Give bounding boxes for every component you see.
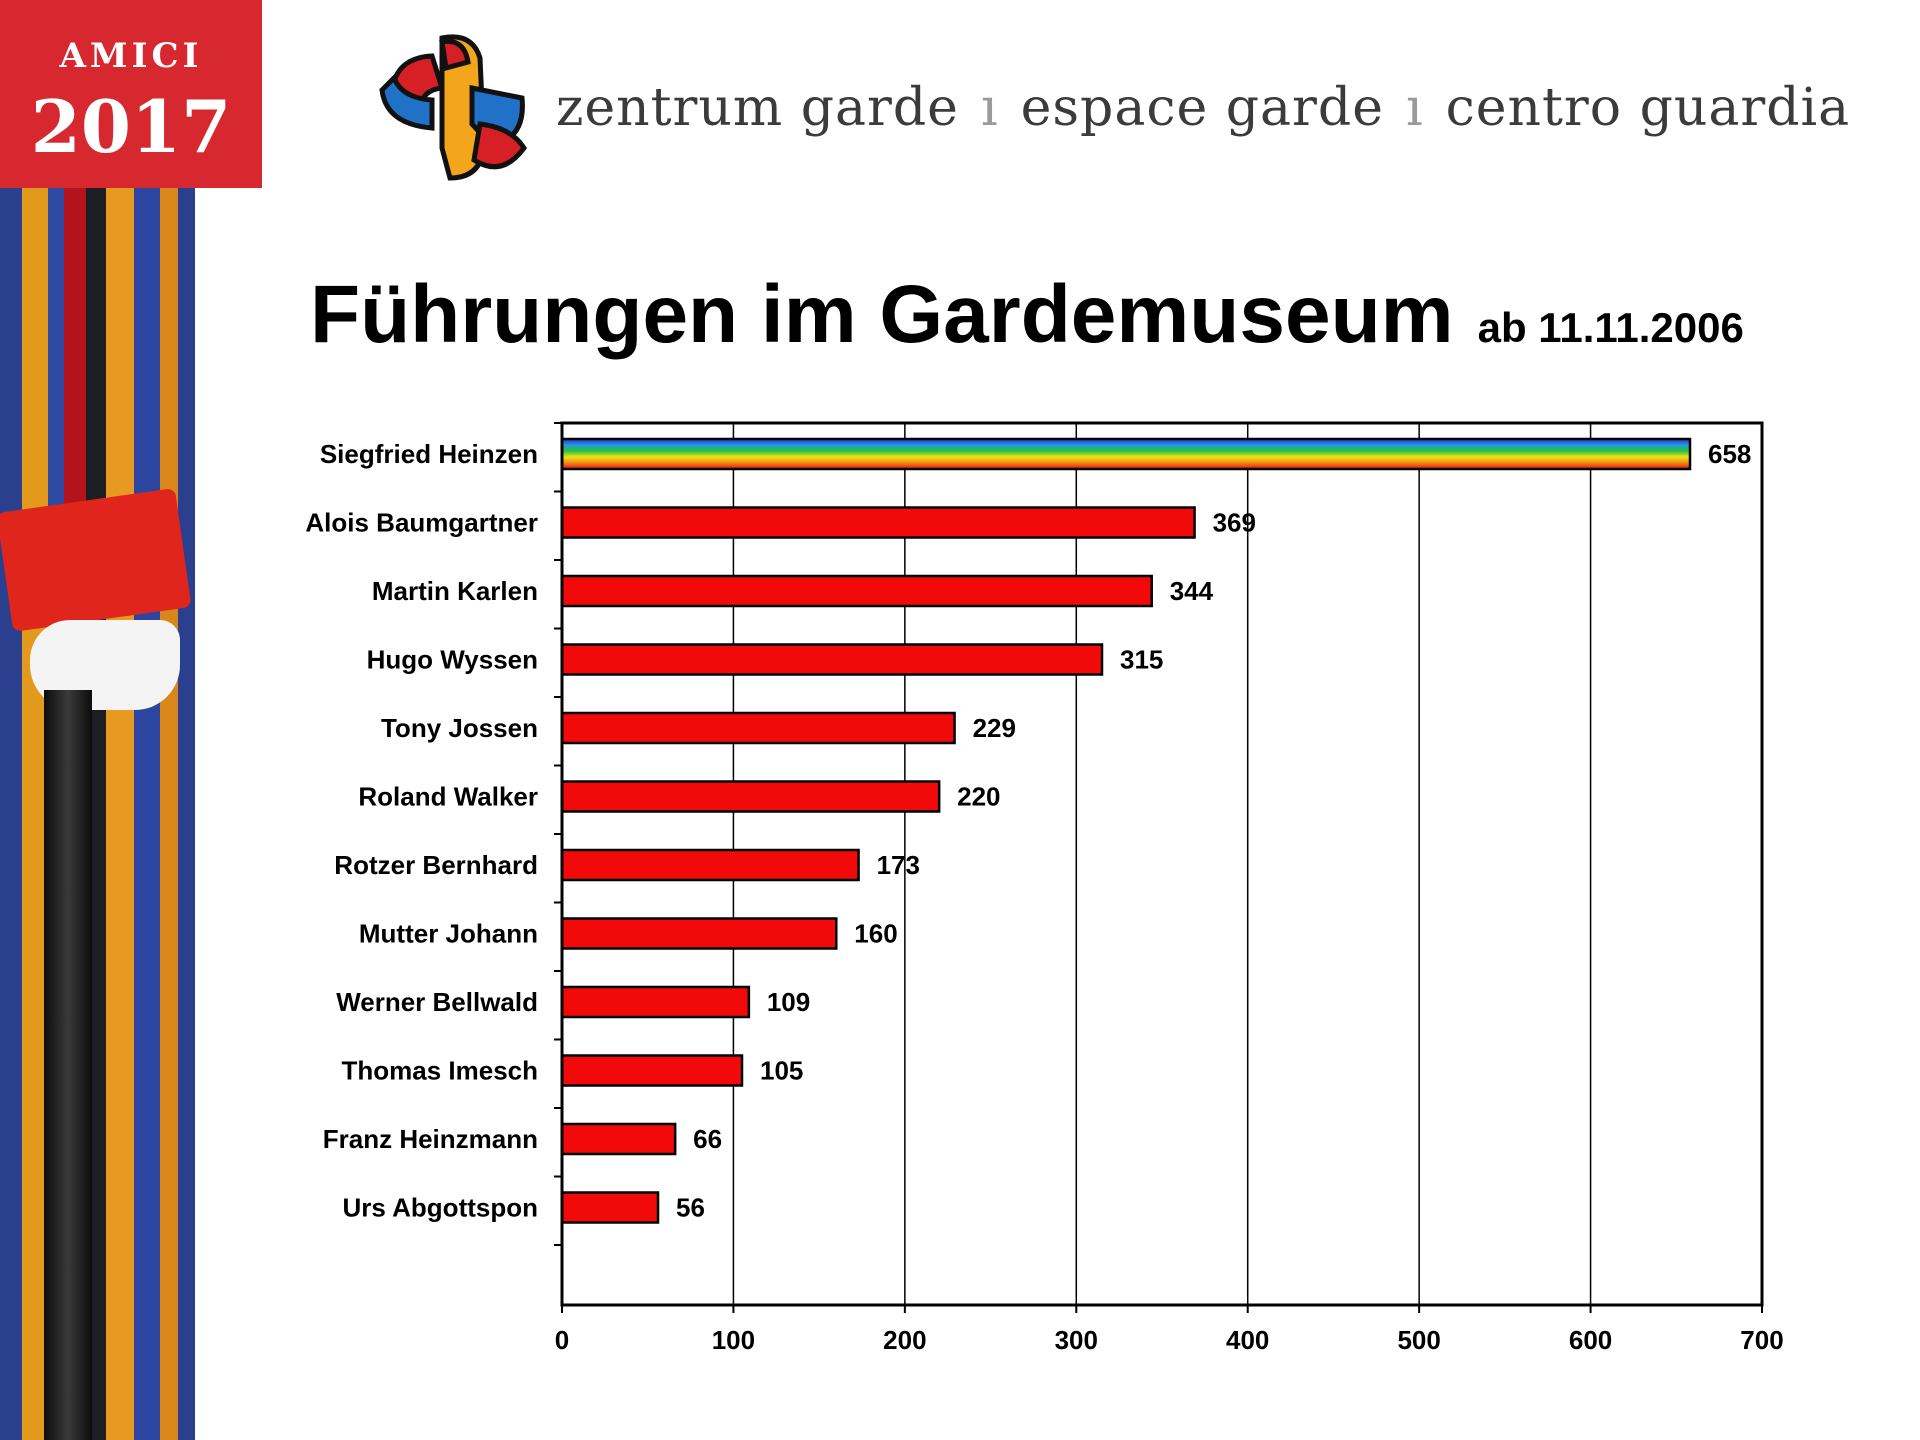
value-label: 105 [760, 1056, 803, 1086]
guard-uniform-photo [0, 0, 195, 1440]
category-label: Alois Baumgartner [305, 508, 538, 538]
tagline-fr: espace garde [1020, 78, 1384, 138]
x-tick-label: 100 [712, 1325, 755, 1355]
badge-word: AMICI [59, 36, 203, 76]
x-tick-label: 0 [555, 1325, 569, 1355]
category-label: Tony Jossen [381, 713, 538, 743]
category-label: Rotzer Bernhard [334, 850, 538, 880]
value-label: 220 [957, 782, 1000, 812]
bar [560, 1122, 677, 1156]
x-tick-label: 300 [1055, 1325, 1098, 1355]
tagline-separator: ı [1405, 78, 1424, 138]
badge-year: 2017 [30, 84, 232, 169]
category-label: Hugo Wyssen [367, 645, 538, 675]
bar [560, 1054, 744, 1087]
bar [560, 437, 1692, 471]
x-tick-label: 500 [1397, 1325, 1440, 1355]
x-tick-label: 400 [1226, 1325, 1269, 1355]
bar [560, 506, 1196, 539]
bars [560, 437, 1692, 1224]
bar [560, 711, 956, 745]
category-label: Thomas Imesch [341, 1056, 538, 1086]
category-label: Martin Karlen [372, 576, 538, 606]
value-label: 66 [693, 1124, 722, 1154]
category-label: Roland Walker [358, 782, 538, 812]
category-label: Franz Heinzmann [323, 1124, 538, 1154]
black-staff-shape [44, 690, 92, 1440]
category-label: Mutter Johann [359, 919, 538, 949]
value-label: 369 [1213, 508, 1256, 538]
chart-title: Führungen im Gardemuseum [310, 269, 1454, 360]
zentrum-garde-logo-icon [379, 34, 527, 181]
tagline-separator: ı [980, 78, 999, 138]
bar [560, 848, 860, 882]
x-tick-label: 200 [883, 1325, 926, 1355]
bar [560, 574, 1153, 608]
bar [560, 643, 1104, 676]
x-tick-label: 600 [1569, 1325, 1612, 1355]
title-row: Führungen im Gardemuseum ab 11.11.2006 [310, 268, 1744, 362]
tagline: zentrum garde ı espace garde ı centro guardi… [556, 78, 1850, 148]
tagline-de: zentrum garde [556, 78, 959, 138]
plot-frame [560, 421, 1764, 1307]
bar [560, 985, 751, 1019]
value-label: 173 [877, 850, 920, 880]
value-label: 344 [1170, 576, 1214, 606]
category-label: Werner Bellwald [336, 987, 538, 1017]
labels: 0 100 200 300 400 500 600 700 Siegfried Heinzen 6… [305, 439, 1783, 1355]
amici-badge: AMICI 2017 [0, 0, 262, 188]
category-label: Urs Abgottspon [343, 1193, 538, 1223]
x-tick-label: 700 [1740, 1325, 1783, 1355]
bar [560, 1191, 660, 1224]
value-label: 658 [1708, 439, 1751, 469]
bar [560, 917, 838, 950]
bar [560, 780, 941, 813]
value-label: 315 [1120, 645, 1163, 675]
chart-subtitle: ab 11.11.2006 [1477, 304, 1744, 351]
tagline-it: centro guardia [1445, 78, 1851, 138]
value-label: 160 [854, 919, 897, 949]
category-label: Siegfried Heinzen [320, 439, 538, 469]
gridlines [554, 422, 1763, 1313]
value-label: 109 [767, 987, 810, 1017]
value-label: 56 [676, 1193, 705, 1223]
value-label: 229 [973, 713, 1016, 743]
